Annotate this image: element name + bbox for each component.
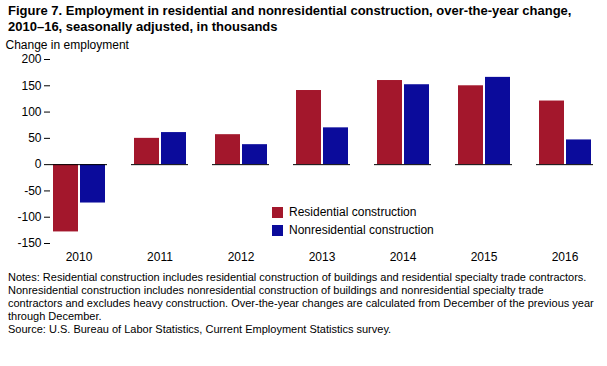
- html-text:Residential construction: Residential construction: [289, 205, 417, 219]
- svg-text:2012: 2012: [228, 250, 255, 264]
- svg-text:150: 150: [21, 79, 41, 93]
- svg-text:-50: -50: [24, 184, 42, 198]
- svg-text:2016: 2016: [552, 250, 579, 264]
- html-text:Figure 7. Employment in reside: Figure 7. Employment in residential and …: [8, 3, 572, 34]
- svg-text:2013: 2013: [309, 250, 336, 264]
- svg-text:2014: 2014: [390, 250, 417, 264]
- svg-text:2011: 2011: [147, 250, 173, 264]
- svg-text:100: 100: [21, 105, 41, 119]
- html-text:Source: U.S. Bureau of Labor S: Source: U.S. Bureau of Labor Statistics,…: [8, 323, 392, 335]
- svg-text:-150: -150: [17, 236, 41, 250]
- svg-text:-100: -100: [17, 210, 41, 224]
- svg-text:50: 50: [28, 131, 42, 145]
- svg-text:Change in employment: Change in employment: [6, 38, 130, 52]
- html-text:Notes: Residential constructio: Notes: Residential construction includes…: [8, 271, 594, 322]
- svg-text:2015: 2015: [471, 250, 498, 264]
- svg-text:0: 0: [35, 157, 42, 171]
- svg-text:2010: 2010: [66, 250, 93, 264]
- svg-text:200: 200: [21, 52, 41, 66]
- html-text:Nonresidential construction: Nonresidential construction: [289, 223, 434, 237]
